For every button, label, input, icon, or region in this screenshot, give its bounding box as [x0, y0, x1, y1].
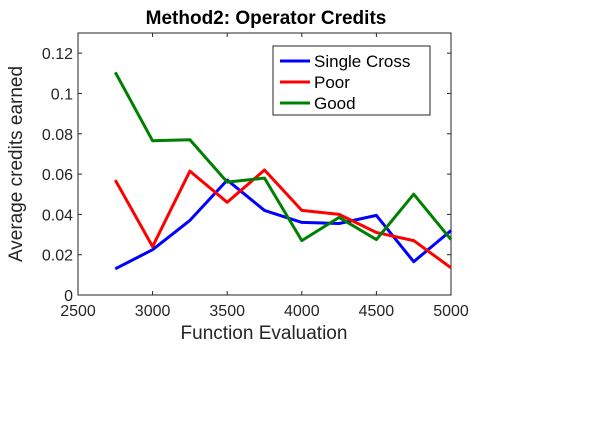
- x-tick-label: 2500: [60, 303, 96, 320]
- legend: Single Cross Poor Good: [272, 45, 431, 116]
- x-tick-label: 5000: [433, 303, 469, 320]
- x-axis-label: Function Evaluation: [181, 323, 348, 344]
- legend-label-single-cross: Single Cross: [314, 52, 410, 71]
- x-tick-label: 4500: [359, 303, 395, 320]
- legend-label-good: Good: [314, 94, 356, 113]
- chart-title: Method2: Operator Credits: [146, 8, 387, 29]
- legend-label-poor: Poor: [314, 73, 350, 92]
- series-line-single-cross: [114, 178, 452, 271]
- y-tick-label: 0.04: [42, 207, 73, 224]
- series-line-poor: [113, 168, 452, 270]
- x-tick-label: 4000: [284, 303, 320, 320]
- x-tick-label: 3500: [209, 303, 245, 320]
- y-axis: 0 0.02 0.04 0.06 0.08 0.1 0.12: [42, 46, 451, 305]
- y-tick-label: 0.1: [51, 86, 73, 103]
- series-lines: [113, 71, 453, 271]
- y-axis-label: Average credits earned: [6, 66, 27, 262]
- x-tick-label: 3000: [135, 303, 171, 320]
- y-tick-label: 0.02: [42, 248, 73, 265]
- x-axis: 2500 3000 3500 4000 4500 5000: [60, 33, 469, 320]
- y-tick-label: 0.12: [42, 46, 73, 63]
- y-tick-label: 0.08: [42, 127, 73, 144]
- y-tick-label: 0.06: [42, 167, 73, 184]
- series-line-good: [113, 71, 453, 243]
- y-tick-label: 0: [64, 288, 73, 305]
